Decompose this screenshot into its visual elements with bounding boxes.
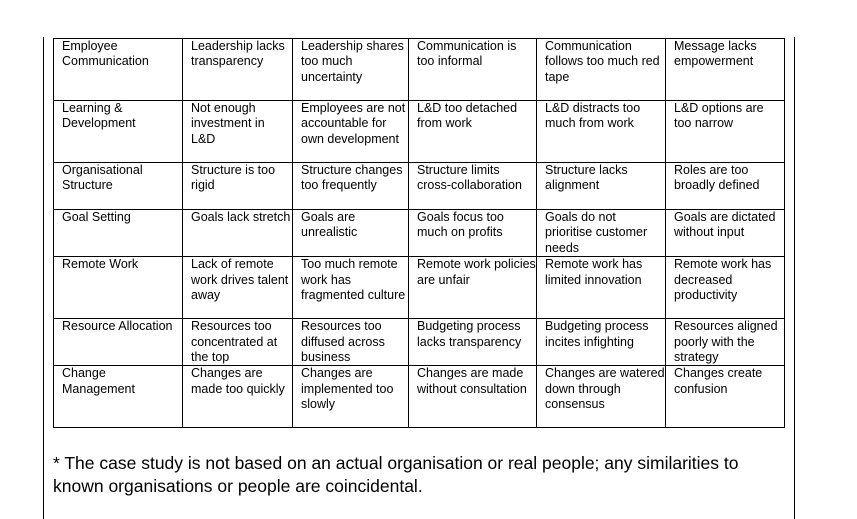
- table-row: Change Management Changes are made too q…: [53, 365, 785, 429]
- row-category: Learning & Development: [53, 100, 183, 163]
- table-cell: L&D too detached from work: [408, 100, 537, 163]
- table-cell: Communication follows too much red tape: [536, 38, 666, 101]
- table-cell: Leadership lacks transparency: [182, 38, 293, 101]
- disclaimer-footnote: * The case study is not based on an actu…: [53, 453, 739, 496]
- table-cell: Goals do not prioritise customer needs: [536, 208, 666, 258]
- table-cell: Remote work has decreased productivity: [665, 256, 785, 320]
- table-cell: Leadership shares too much uncertainty: [292, 38, 409, 101]
- table-cell: Employees are not accountable for own de…: [292, 100, 409, 163]
- table-row: Remote Work Lack of remote work drives t…: [53, 256, 785, 320]
- table-cell: Lack of remote work drives talent away: [182, 256, 293, 320]
- table-cell: Resources aligned poorly with the strate…: [665, 318, 785, 367]
- table-cell: Changes are implemented too slowly: [292, 365, 409, 429]
- table-row: Goal Setting Goals lack stretch Goals ar…: [53, 208, 785, 258]
- table-cell: Changes are made without consultation: [408, 365, 537, 429]
- table-cell: Goals lack stretch: [182, 208, 293, 258]
- table-cell: Structure limits cross-collaboration: [408, 162, 537, 210]
- table-cell: Message lacks empowerment: [665, 38, 785, 101]
- table-row: Employee Communication Leadership lacks …: [53, 38, 785, 101]
- table-cell: L&D distracts too much from work: [536, 100, 666, 163]
- table-cell: L&D options are too narrow: [665, 100, 785, 163]
- row-category: Resource Allocation: [53, 318, 183, 367]
- table-cell: Structure changes too frequently: [292, 162, 409, 210]
- table-cell: Goals are unrealistic: [292, 208, 409, 258]
- row-category: Remote Work: [53, 256, 183, 320]
- table-cell: Roles are too broadly defined: [665, 162, 785, 210]
- row-category: Employee Communication: [53, 38, 183, 101]
- row-category: Goal Setting: [53, 208, 183, 258]
- table-cell: Not enough investment in L&D: [182, 100, 293, 163]
- table-cell: Communication is too informal: [408, 38, 537, 101]
- table-row: Organisational Structure Structure is to…: [53, 162, 785, 210]
- table-cell: Goals focus too much on profits: [408, 208, 537, 258]
- table-cell: Too much remote work has fragmented cult…: [292, 256, 409, 320]
- table-cell: Resources too concentrated at the top: [182, 318, 293, 367]
- table-cell: Remote work has limited innovation: [536, 256, 666, 320]
- table-cell: Resources too diffused across business: [292, 318, 409, 367]
- table-row: Resource Allocation Resources too concen…: [53, 318, 785, 367]
- table-cell: Changes are made too quickly: [182, 365, 293, 429]
- challenges-table: Employee Communication Leadership lacks …: [53, 38, 785, 429]
- table-cell: Structure lacks alignment: [536, 162, 666, 210]
- row-category: Organisational Structure: [53, 162, 183, 210]
- page-frame: [43, 37, 795, 519]
- table-cell: Changes are watered down through consens…: [536, 365, 666, 429]
- table-cell: Structure is too rigid: [182, 162, 293, 210]
- table-row: Learning & Development Not enough invest…: [53, 100, 785, 163]
- table-cell: Changes create confusion: [665, 365, 785, 429]
- table-cell: Remote work policies are unfair: [408, 256, 537, 320]
- row-category: Change Management: [53, 365, 183, 429]
- table-cell: Budgeting process incites infighting: [536, 318, 666, 367]
- table-cell: Goals are dictated without input: [665, 208, 785, 258]
- table-cell: Budgeting process lacks transparency: [408, 318, 537, 367]
